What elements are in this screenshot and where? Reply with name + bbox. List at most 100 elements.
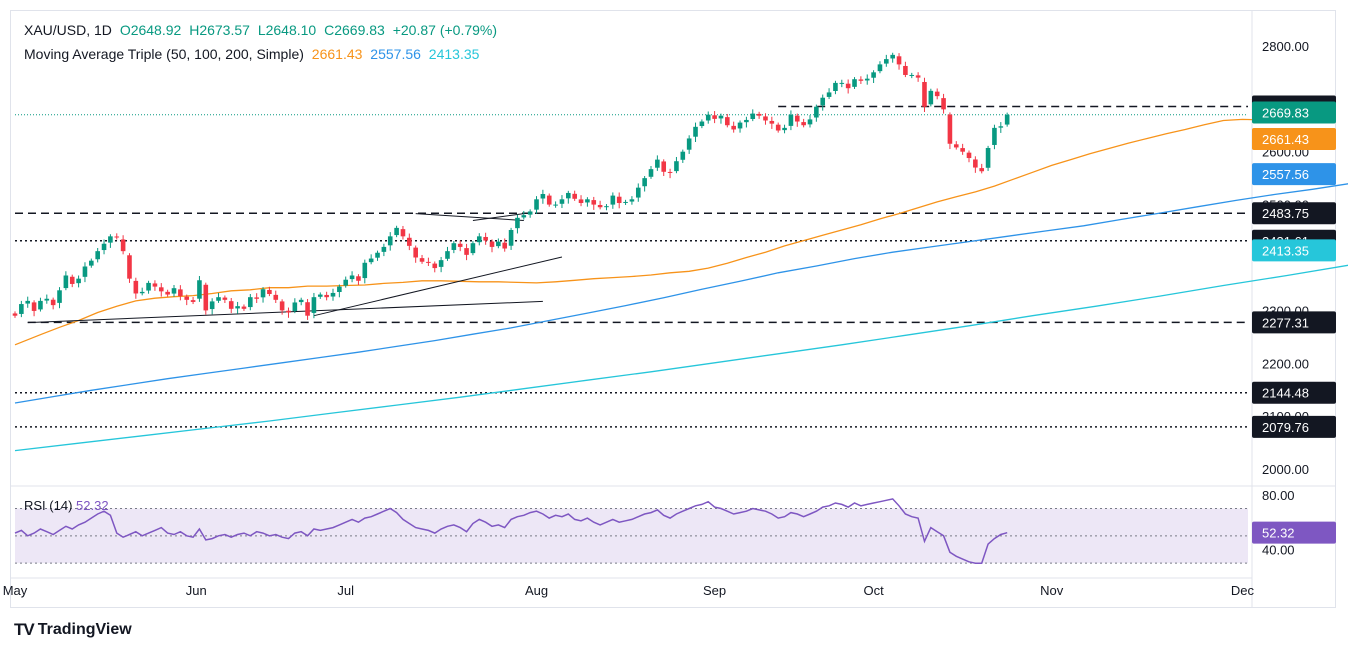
price-axis-tag-label: 2557.56 <box>1262 167 1309 182</box>
price-level-tag-label: 2277.31 <box>1262 315 1309 330</box>
candle-body <box>928 90 934 105</box>
candle-body <box>95 251 100 260</box>
candle-body <box>553 204 558 206</box>
candle-body <box>629 199 635 202</box>
candle-body <box>82 266 88 277</box>
candle-body <box>585 199 590 203</box>
candle-body <box>248 297 253 308</box>
low-value: L2648.10 <box>257 22 317 38</box>
candle-body <box>655 159 660 168</box>
candle-body <box>807 119 813 125</box>
candle-body <box>616 196 622 204</box>
candle-body <box>381 246 387 252</box>
rsi-legend-value: 52.32 <box>76 498 109 513</box>
candle-body <box>648 169 654 177</box>
ma50-legend-value: 2661.43 <box>311 46 363 62</box>
candle-body <box>744 119 749 123</box>
price-tick-label: 2200.00 <box>1262 356 1309 371</box>
candle-body <box>69 276 75 284</box>
candle-body <box>903 65 908 75</box>
candle-body <box>222 297 228 300</box>
candle-body <box>890 54 895 59</box>
candle-body <box>801 122 806 126</box>
candle-body <box>445 251 450 259</box>
candle-body <box>674 161 679 172</box>
price-axis-tag <box>1252 101 1336 124</box>
candle-body <box>254 297 259 299</box>
candle-body <box>508 229 514 246</box>
candle-body <box>451 243 457 250</box>
candle-body <box>953 144 959 148</box>
legend-ma: Moving Average Triple (50, 100, 200, Sim… <box>24 46 483 62</box>
candle-body <box>457 243 463 247</box>
candle-body <box>413 247 418 258</box>
candle-body <box>139 291 145 294</box>
candle-body <box>470 243 476 254</box>
candle-body <box>705 114 711 121</box>
price-tick-label: 2800.00 <box>1262 39 1309 54</box>
candle-body <box>19 304 24 314</box>
candle-body <box>324 294 329 298</box>
time-tick-label: Jun <box>186 583 207 598</box>
candle-body <box>960 148 965 152</box>
candle-body <box>171 288 177 294</box>
legend-rsi: RSI (14) 52.32 <box>24 498 109 513</box>
candle-body <box>788 114 794 126</box>
candle-body <box>934 91 940 97</box>
brand-name: TradingView <box>37 621 132 638</box>
candle-body <box>769 120 775 124</box>
candle-body <box>127 255 132 279</box>
candle-body <box>527 211 533 215</box>
candle-body <box>292 302 298 312</box>
open-value: O2648.92 <box>119 22 182 38</box>
candle-body <box>546 195 552 205</box>
tradingview-brand[interactable]: TV TradingView <box>14 620 132 640</box>
candle-body <box>356 276 361 281</box>
candle-body <box>858 79 864 81</box>
candle-body <box>763 116 768 121</box>
rsi-label[interactable]: RSI (14) <box>24 498 73 513</box>
chart-frame <box>10 10 1336 608</box>
candle-body <box>540 194 546 199</box>
candle-body <box>184 296 190 300</box>
candle-body <box>178 289 183 297</box>
ma200-legend-value: 2413.35 <box>428 46 480 62</box>
time-tick-label: Sep <box>703 583 726 598</box>
candle-body <box>432 263 438 269</box>
candle-body <box>343 279 349 286</box>
symbol-label[interactable]: XAU/USD, 1D <box>24 22 112 38</box>
candle-body <box>368 258 374 263</box>
candle-body <box>298 299 304 303</box>
candle-body <box>311 297 317 313</box>
rsi-axis-tag <box>1252 521 1336 544</box>
candle-body <box>731 125 736 130</box>
ma-label[interactable]: Moving Average Triple (50, 100, 200, Sim… <box>24 46 304 62</box>
candle-body <box>1004 114 1010 125</box>
candle-body <box>228 301 234 309</box>
candle-body <box>680 151 686 160</box>
time-tick-label: Aug <box>525 583 548 598</box>
rsi-tick-label: 40.00 <box>1262 543 1295 558</box>
price-axis-tag <box>1252 127 1336 150</box>
candle-body <box>241 306 247 309</box>
candle-body <box>610 195 616 205</box>
price-level-tag <box>1252 415 1336 438</box>
price-tick-label: 2000.00 <box>1262 462 1309 477</box>
candle-body <box>25 300 31 304</box>
candle-body <box>699 121 705 127</box>
candle-body <box>375 252 380 258</box>
candle-body <box>922 81 927 107</box>
time-tick-label: Dec <box>1231 583 1255 598</box>
price-level-tag <box>1252 381 1336 404</box>
candle-body <box>63 275 69 289</box>
candle-body <box>476 236 482 243</box>
candle-body <box>941 98 946 110</box>
candle-body <box>845 83 851 89</box>
candle-body <box>572 193 577 199</box>
candle-body <box>998 126 1004 128</box>
candle-body <box>50 299 56 306</box>
candle-body <box>947 114 953 144</box>
price-level-tag-label: 2144.48 <box>1262 386 1309 401</box>
candle-body <box>578 199 584 204</box>
